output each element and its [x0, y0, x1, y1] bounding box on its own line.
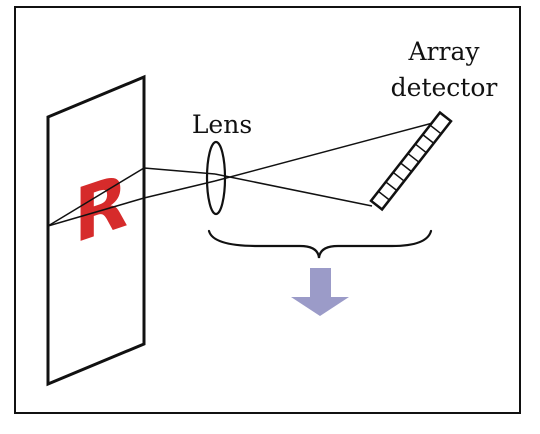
ray-lower-from-object [47, 197, 145, 227]
ray-object-to-lens-bottom [143, 180, 216, 199]
ray-lens-to-detector-top [214, 119, 445, 182]
curly-brace [207, 229, 433, 259]
array-detector-label-line1: Array [408, 37, 481, 66]
ray-upper-from-object [47, 167, 145, 227]
object-plane [46, 74, 146, 387]
diagram-frame [14, 6, 521, 414]
object-letter-text: R [74, 157, 128, 261]
down-arrow-icon [291, 268, 349, 316]
array-detector [369, 110, 453, 212]
ray-lens-to-detector-bottom [214, 173, 373, 207]
array-detector-label-line2: detector [391, 73, 498, 102]
ray-object-to-lens-top [143, 167, 216, 175]
light-rays [47, 119, 445, 227]
object-letter-r: R [74, 157, 128, 261]
lens [205, 140, 227, 216]
lens-label: Lens [192, 110, 252, 139]
array-detector-cells [377, 124, 442, 201]
